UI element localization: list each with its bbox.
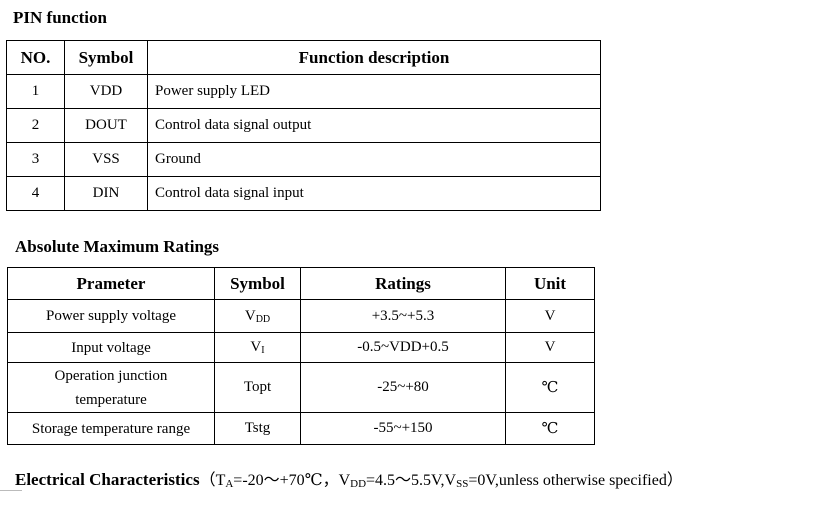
- symbol-subscript: DD: [255, 313, 271, 325]
- table-row: Power supply voltage VDD +3.5~+5.3 V: [7, 299, 595, 333]
- table-row: Storage temperature range Tstg -55~+150 …: [7, 412, 595, 445]
- rating-unit: ℃: [505, 412, 595, 445]
- rating-parameter: Storage temperature range: [7, 412, 215, 445]
- rating-value: -25~+80: [300, 362, 506, 413]
- pin-symbol: DIN: [64, 176, 148, 211]
- table-row: 4 DIN Control data signal input: [6, 176, 601, 211]
- cond-temp: =-20～+70℃，V: [233, 472, 351, 489]
- rating-unit: ℃: [505, 362, 595, 413]
- pin-symbol: DOUT: [64, 108, 148, 143]
- electrical-characteristics-title: Electrical Characteristics: [15, 470, 200, 489]
- rating-parameter: Operation junction temperature: [7, 362, 215, 413]
- header-function-description: Function description: [147, 40, 601, 75]
- rating-parameter-line2: temperature: [75, 391, 147, 408]
- rating-symbol: VI: [214, 332, 301, 363]
- cond-ss-subscript: SS: [456, 478, 469, 490]
- pin-no: 4: [6, 176, 65, 211]
- table-row: 2 DOUT Control data signal output: [6, 108, 601, 143]
- pin-no: 1: [6, 74, 65, 109]
- rating-unit: V: [505, 299, 595, 333]
- rating-parameter: Power supply voltage: [7, 299, 215, 333]
- cond-a-subscript: A: [225, 478, 234, 490]
- pin-function-title: PIN function: [13, 8, 107, 27]
- cond-open: （T: [199, 472, 226, 489]
- cond-rest: =0V,unless otherwise specified）: [468, 472, 683, 489]
- pin-symbol: VDD: [64, 74, 148, 109]
- conditions-text: （TA=-20～+70℃，VDD=4.5～5.5V,VSS=0V,unless …: [199, 472, 683, 490]
- pin-no: 3: [6, 142, 65, 177]
- pin-description: Power supply LED: [147, 74, 601, 109]
- absolute-maximum-ratings-table: Prameter Symbol Ratings Unit Power suppl…: [7, 267, 595, 445]
- rating-value: +3.5~+5.3: [300, 299, 506, 333]
- rating-value: -0.5~VDD+0.5: [300, 332, 506, 363]
- header-no: NO.: [6, 40, 65, 75]
- cond-dd-subscript: DD: [350, 478, 367, 490]
- pin-description: Control data signal input: [147, 176, 601, 211]
- header-parameter: Prameter: [7, 267, 215, 300]
- table-row: 3 VSS Ground: [6, 142, 601, 177]
- divider: [0, 490, 22, 491]
- header-symbol: Symbol: [214, 267, 301, 300]
- table-row: Input voltage VI -0.5~VDD+0.5 V: [7, 332, 595, 363]
- pin-description: Ground: [147, 142, 601, 177]
- rating-parameter: Input voltage: [7, 332, 215, 363]
- cond-vdd: =4.5～5.5V,V: [366, 472, 457, 489]
- rating-unit: V: [505, 332, 595, 363]
- rating-symbol: Tstg: [214, 412, 301, 445]
- symbol-main: V: [244, 307, 256, 324]
- pin-symbol: VSS: [64, 142, 148, 177]
- electrical-characteristics-heading: Electrical Characteristics（TA=-20～+70℃，V…: [15, 466, 683, 490]
- rating-symbol: VDD: [214, 299, 301, 333]
- pin-no: 2: [6, 108, 65, 143]
- rating-parameter-line1: Operation junction: [54, 367, 168, 384]
- header-unit: Unit: [505, 267, 595, 300]
- table-header-row: NO. Symbol Function description: [6, 40, 601, 75]
- table-row: Operation junction temperature Topt -25~…: [7, 362, 595, 413]
- pin-function-table: NO. Symbol Function description 1 VDD Po…: [6, 40, 601, 211]
- symbol-subscript: I: [261, 345, 265, 356]
- absolute-maximum-ratings-title: Absolute Maximum Ratings: [15, 237, 220, 256]
- rating-value: -55~+150: [300, 412, 506, 445]
- table-row: 1 VDD Power supply LED: [6, 74, 601, 109]
- symbol-main: V: [250, 339, 262, 355]
- header-symbol: Symbol: [64, 40, 148, 75]
- table-header-row: Prameter Symbol Ratings Unit: [7, 267, 595, 300]
- header-ratings: Ratings: [300, 267, 506, 300]
- rating-symbol: Topt: [214, 362, 301, 413]
- pin-description: Control data signal output: [147, 108, 601, 143]
